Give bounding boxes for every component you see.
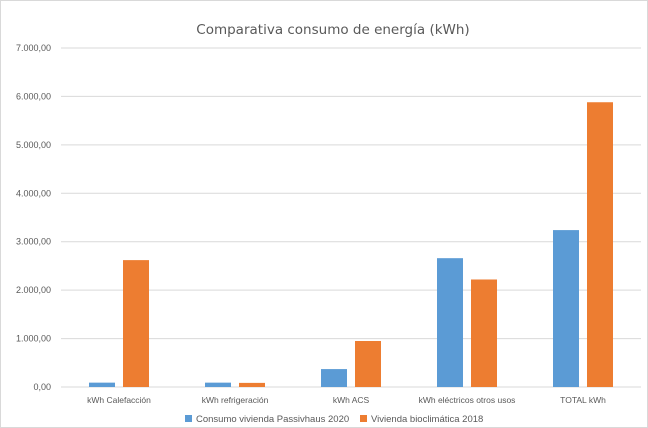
y-tick-label: 5.000,00 [16, 140, 51, 150]
x-category-label: kWh refrigeración [202, 395, 269, 405]
y-axis-ticks: 0,00 1.000,00 2.000,00 3.000,00 4.000,00 5.00… [16, 43, 51, 392]
x-category-label: TOTAL kWh [560, 395, 606, 405]
x-category-label: kWh ACS [333, 395, 370, 405]
bar-bioclimatica-4 [587, 102, 613, 388]
y-tick-label: 4.000,00 [16, 188, 51, 198]
x-category-label: kWh Calefacción [87, 395, 151, 405]
bar-passivhaus-1 [205, 382, 231, 387]
bar-bioclimatica-1 [239, 382, 265, 387]
y-tick-label: 3.000,00 [16, 237, 51, 247]
bar-bioclimatica-3 [471, 279, 497, 387]
bar-bioclimatica-0 [123, 260, 149, 387]
bar-passivhaus-0 [89, 382, 115, 387]
y-tick-label: 0,00 [33, 382, 51, 392]
bars [89, 102, 613, 388]
x-axis-categories: kWh Calefacción kWh refrigeración kWh ACS k… [87, 395, 606, 405]
y-tick-label: 7.000,00 [16, 43, 51, 53]
legend-label: Vivienda bioclimática 2018 [371, 414, 483, 425]
bar-passivhaus-4 [553, 230, 579, 387]
x-category-label: kWh eléctricos otros usos [419, 395, 516, 405]
y-tick-label: 1.000,00 [16, 334, 51, 344]
legend: Consumo vivienda Passivhaus 2020 Vivienda… [185, 414, 483, 425]
chart-title: Comparativa consumo de energía (kWh) [196, 22, 469, 38]
y-tick-label: 6.000,00 [16, 91, 51, 101]
gridlines [61, 47, 641, 388]
legend-label: Consumo vivienda Passivhaus 2020 [196, 414, 349, 425]
y-tick-label: 2.000,00 [16, 285, 51, 295]
bar-passivhaus-3 [437, 258, 463, 387]
legend-swatch [360, 415, 367, 422]
legend-swatch [185, 415, 192, 422]
bar-bioclimatica-2 [355, 340, 381, 387]
bar-passivhaus-2 [321, 369, 347, 387]
